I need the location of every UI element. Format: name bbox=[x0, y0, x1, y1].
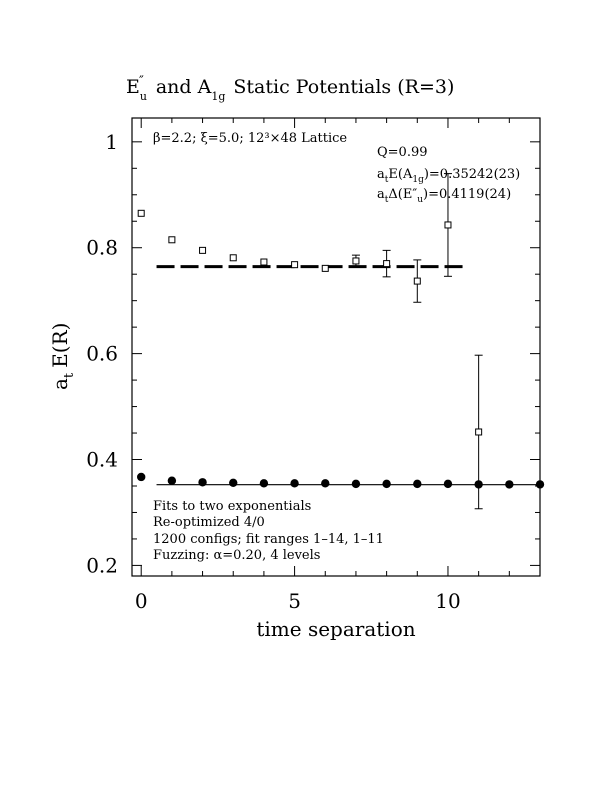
a1g-data-point bbox=[443, 479, 453, 489]
eu-data-point bbox=[413, 277, 421, 285]
eu-data-point bbox=[291, 261, 299, 269]
y-tick-label: 0.2 bbox=[86, 553, 118, 577]
eu-data-point bbox=[444, 221, 452, 229]
ticks-layer: 0 5 10 0.2 0.4 0.6 0.8 1 bbox=[86, 118, 541, 613]
a1g-data-point bbox=[505, 480, 514, 489]
eu-data-point bbox=[260, 258, 268, 266]
note-line-2: Re-optimized 4/0 bbox=[153, 515, 265, 530]
eu-data-point bbox=[321, 264, 329, 272]
a1g-data-point bbox=[413, 479, 422, 489]
y-axis-label: atE(R) bbox=[48, 323, 77, 390]
a1g-data-point bbox=[167, 476, 177, 485]
a1g-data-point bbox=[535, 480, 545, 489]
eu-data-point bbox=[199, 246, 207, 254]
a1g-data-point bbox=[198, 478, 207, 487]
x-tick-label: 0 bbox=[135, 589, 148, 613]
a1g-data-point bbox=[351, 479, 361, 489]
fit-q-label: Q=0.99 bbox=[377, 145, 428, 160]
fit-delta-label: atΔ(E″u)=0.4119(24) bbox=[377, 187, 511, 205]
a1g-data-point bbox=[137, 472, 146, 482]
eu-data-point bbox=[137, 209, 145, 217]
eu-data-point bbox=[383, 260, 391, 268]
lattice-label: β=2.2; ξ=5.0; 12³×48 Lattice bbox=[153, 131, 347, 146]
fit-energy-label: atE(A1g)=0.35242(23) bbox=[377, 167, 520, 185]
note-line-1: Fits to two exponentials bbox=[153, 499, 311, 514]
a1g-data-point bbox=[321, 479, 330, 488]
a1g-data-point bbox=[474, 480, 483, 489]
a1g-data-point bbox=[229, 478, 238, 488]
y-tick-label: 0.8 bbox=[86, 236, 118, 260]
fit-lines-layer bbox=[156, 265, 540, 486]
x-tick-label: 5 bbox=[288, 589, 301, 613]
a1g-data-point bbox=[259, 479, 269, 488]
eu-data-point bbox=[352, 257, 360, 265]
y-tick-label: 0.4 bbox=[86, 448, 118, 472]
a1g-data-point bbox=[290, 479, 299, 488]
plot-frame bbox=[131, 117, 541, 577]
x-tick-label: 10 bbox=[435, 589, 460, 613]
x-axis-label: time separation bbox=[256, 617, 415, 641]
eu-data-point bbox=[168, 236, 176, 244]
note-line-4: Fuzzing: α=0.20, 4 levels bbox=[153, 548, 320, 563]
y-tick-label: 1 bbox=[105, 130, 118, 154]
a1g-data-point bbox=[382, 479, 391, 489]
note-line-3: 1200 configs; fit ranges 1–14, 1–11 bbox=[153, 532, 384, 547]
y-tick-label: 0.6 bbox=[86, 342, 118, 366]
data-points-layer bbox=[137, 173, 545, 510]
eu-data-point bbox=[229, 254, 237, 262]
eu-data-point bbox=[475, 428, 483, 436]
chart-title: Eu″ and A1g Static Potentials (R=3) bbox=[126, 74, 454, 103]
